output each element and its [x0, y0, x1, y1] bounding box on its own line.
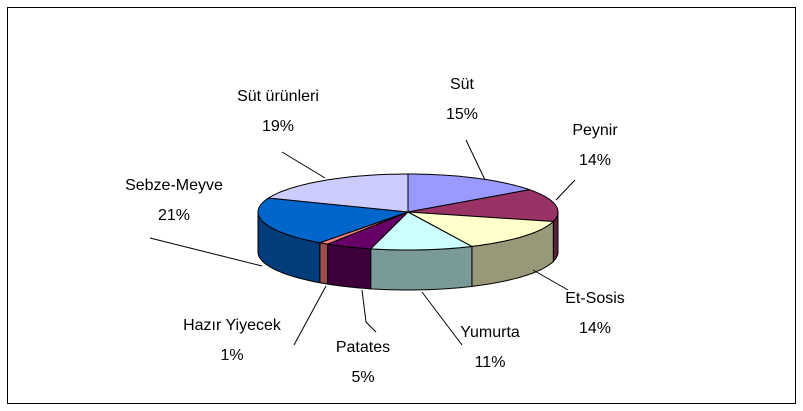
pie-slice [327, 211, 409, 250]
leader-line [555, 179, 576, 201]
leader-line [421, 291, 463, 346]
pie-slice [369, 211, 474, 251]
category-label: Sebze-Meyve [125, 177, 223, 194]
pie-slice [407, 173, 532, 213]
category-label: Süt [450, 76, 475, 93]
pie-slice [407, 211, 555, 247]
value-label: 11% [475, 354, 506, 371]
value-label: 1% [220, 347, 243, 364]
leader-line [361, 289, 377, 333]
pie-slice [266, 173, 409, 213]
category-label: Patates [336, 339, 390, 356]
pie-side [319, 241, 329, 285]
pie-slice [257, 197, 409, 244]
category-label: Yumurta [460, 324, 520, 341]
leader-line [293, 285, 327, 346]
value-label: 19% [262, 118, 294, 135]
category-label: Peynir [572, 122, 618, 139]
leader-line [465, 139, 486, 181]
value-label: 21% [158, 207, 190, 224]
leader-line [532, 269, 569, 291]
category-label: Hazır Yiyecek [183, 317, 282, 334]
value-label: 14% [579, 320, 611, 337]
value-label: 5% [351, 369, 374, 386]
leader-line [281, 151, 326, 179]
category-label: Süt ürünleri [237, 88, 319, 105]
category-label: Et-Sosis [565, 290, 625, 307]
leader-line [149, 237, 263, 267]
pie-side [327, 243, 372, 290]
pie-side [370, 245, 473, 291]
pie-slice [407, 189, 559, 223]
value-label: 15% [446, 106, 478, 123]
value-label: 14% [579, 152, 611, 169]
